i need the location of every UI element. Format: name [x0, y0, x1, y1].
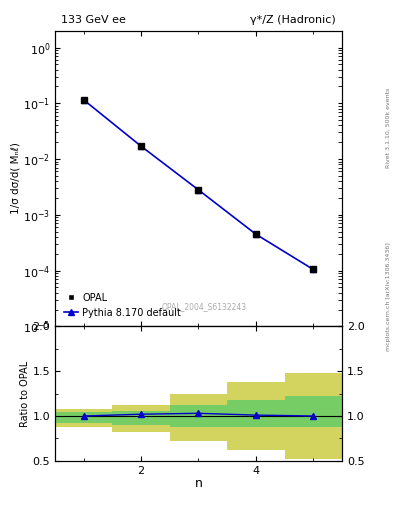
Text: mcplots.cern.ch [arXiv:1306.3436]: mcplots.cern.ch [arXiv:1306.3436]	[386, 243, 391, 351]
Legend: OPAL, Pythia 8.170 default: OPAL, Pythia 8.170 default	[60, 289, 185, 322]
Text: OPAL_2004_S6132243: OPAL_2004_S6132243	[162, 303, 247, 312]
Text: Rivet 3.1.10, 500k events: Rivet 3.1.10, 500k events	[386, 88, 391, 168]
Y-axis label: 1/σ dσ/d( Mₙℓ): 1/σ dσ/d( Mₙℓ)	[10, 143, 20, 215]
Y-axis label: Ratio to OPAL: Ratio to OPAL	[20, 360, 29, 426]
X-axis label: n: n	[195, 477, 202, 490]
Text: 133 GeV ee: 133 GeV ee	[61, 15, 126, 25]
Text: γ*/Z (Hadronic): γ*/Z (Hadronic)	[250, 15, 336, 25]
